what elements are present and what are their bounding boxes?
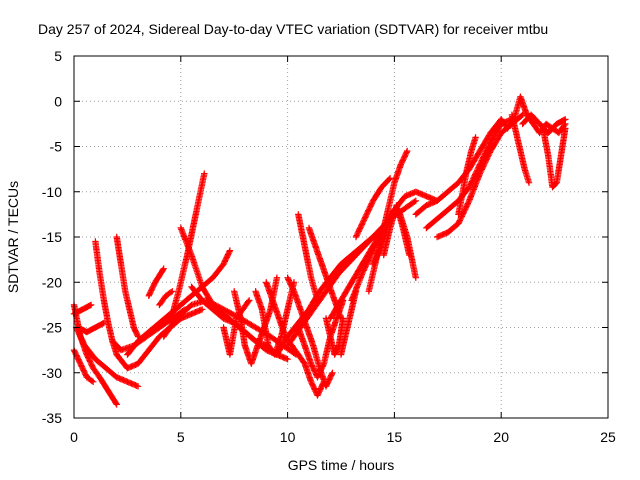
x-tick-label: 10 [280, 429, 296, 445]
data-point-markers [113, 306, 206, 372]
x-tick-label: 15 [387, 429, 403, 445]
series-track [433, 111, 526, 241]
series-track [380, 202, 413, 259]
series-track [519, 111, 569, 137]
series-track [455, 134, 479, 218]
y-axis-label: SDTVAR / TECUs [5, 181, 21, 293]
series-track [540, 125, 569, 191]
series-track [113, 233, 142, 340]
data-point-markers [113, 233, 142, 340]
x-axis-label: GPS time / hours [288, 457, 395, 473]
data-point-markers [519, 111, 569, 137]
axis-ticks: 0 5 10 15 20 25 5 0 -5 -10 -15 -20 -25 -30 -35 [42, 48, 616, 445]
data-point-markers [124, 247, 234, 358]
y-tick-label: -15 [42, 229, 62, 245]
data-point-markers [145, 265, 167, 299]
series-track [220, 297, 253, 358]
series-track [322, 315, 347, 358]
series-track [92, 238, 120, 358]
series-track [145, 265, 167, 299]
x-tick-label: 0 [70, 429, 78, 445]
series-track [113, 306, 206, 372]
data-point-markers [156, 288, 176, 309]
y-tick-label: -35 [42, 410, 62, 426]
data-point-markers [295, 211, 321, 304]
data-points [70, 93, 569, 408]
data-point-markers [455, 134, 479, 218]
data-point-markers [220, 297, 253, 358]
y-tick-label: -30 [42, 365, 62, 381]
y-tick-label: -25 [42, 320, 62, 336]
x-tick-label: 20 [493, 429, 509, 445]
x-tick-label: 5 [177, 429, 185, 445]
series-track [72, 324, 142, 390]
data-point-markers [508, 111, 533, 186]
y-tick-label: -10 [42, 184, 62, 200]
data-point-markers [92, 238, 120, 358]
data-point-markers [322, 315, 347, 358]
y-tick-label: -5 [50, 139, 63, 155]
y-tick-label: 0 [54, 93, 62, 109]
data-point-markers [540, 125, 569, 191]
series-track [352, 175, 394, 241]
data-point-markers [72, 324, 142, 390]
y-tick-label: 5 [54, 48, 62, 64]
series-track [156, 288, 176, 309]
series-track [508, 111, 533, 186]
series-track [295, 211, 321, 304]
data-point-markers [380, 202, 413, 259]
x-tick-label: 25 [600, 429, 616, 445]
series-track [124, 247, 234, 358]
data-point-markers [352, 175, 394, 241]
data-point-markers [433, 111, 526, 241]
y-tick-label: -20 [42, 274, 62, 290]
chart-title: Day 257 of 2024, Sidereal Day-to-day VTE… [38, 21, 548, 37]
